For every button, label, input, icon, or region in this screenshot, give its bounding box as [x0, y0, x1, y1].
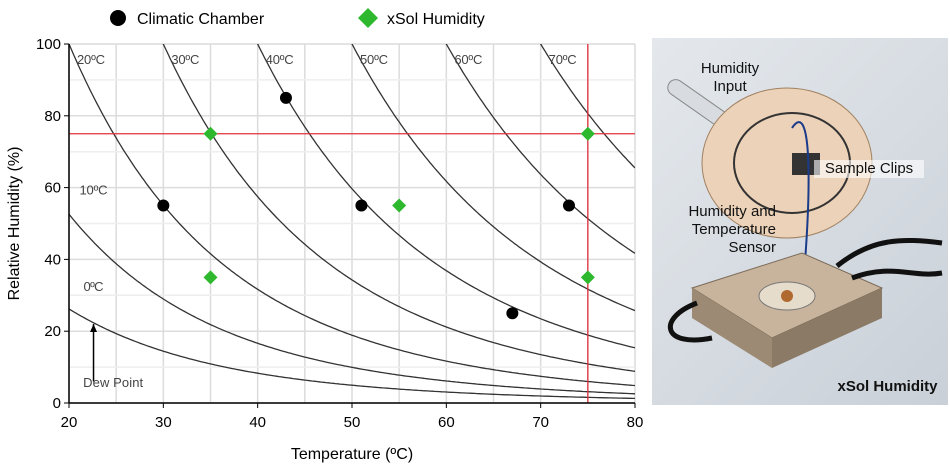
y-tick-label: 20	[44, 323, 61, 340]
dew-point-curve	[351, 44, 635, 312]
dew-point-curve	[69, 213, 635, 395]
dew-point-arrowhead	[90, 324, 98, 333]
climatic-chamber-point	[157, 199, 170, 212]
x-axis-label: Temperature (ºC)	[291, 446, 413, 463]
x-tick-label: 60	[438, 414, 455, 431]
dew-point-label: 40ºC	[266, 52, 294, 67]
x-tick-label: 70	[532, 414, 549, 431]
label-sensor: Humidity and Temperature Sensor	[688, 203, 776, 256]
legend-label: Climatic Chamber	[137, 11, 265, 28]
device-drawing	[667, 79, 943, 368]
dew-point-curve	[69, 308, 635, 400]
xsol-humidity-point	[580, 126, 595, 141]
legend-marker-xsol-humidity	[358, 8, 378, 28]
y-tick-label: 60	[44, 180, 61, 197]
legend-label: xSol Humidity	[387, 11, 485, 28]
xsol-humidity-point	[203, 270, 218, 285]
y-tick-label: 80	[44, 108, 61, 125]
x-tick-label: 20	[61, 414, 78, 431]
dew-point-curve	[256, 44, 635, 349]
label-xsol-humidity: xSol Humidity	[837, 378, 938, 395]
dew-point-label: 60ºC	[454, 52, 482, 67]
xsol-humidity-point	[203, 126, 218, 141]
x-tick-label: 40	[249, 414, 266, 431]
dew-point-label: 70ºC	[549, 52, 577, 67]
dew-point-label: 10ºC	[80, 182, 108, 197]
y-tick-label: 100	[36, 36, 61, 53]
x-tick-label: 30	[155, 414, 172, 431]
y-tick-label: 40	[44, 251, 61, 268]
label-humidity-input: Humidity Input	[700, 60, 760, 95]
dew-point-label: 0ºC	[84, 279, 104, 294]
xsol-humidity-illustration: Humidity Input Sample Clips Humidity and…	[652, 38, 948, 405]
label-sample-clips: Sample Clips	[814, 160, 924, 178]
y-axis-label: Relative Humidity (%)	[6, 147, 23, 301]
x-tick-label: 80	[627, 414, 644, 431]
y-tick-label: 0	[53, 395, 61, 412]
xsol-humidity-point	[392, 198, 407, 213]
dew-point-label: 30ºC	[171, 52, 199, 67]
x-tick-label: 50	[344, 414, 361, 431]
dew-point-curve	[445, 44, 635, 254]
legend-marker-climatic-chamber	[110, 10, 126, 26]
xsol-humidity-point	[580, 270, 595, 285]
dew-point-chart: 0ºC 10ºC 20ºC 30ºC 40ºC 50ºC 60ºC 70ºC 20 30 40 50 6…	[6, 8, 644, 463]
climatic-chamber-point	[279, 91, 292, 104]
dew-point-label: 50ºC	[360, 52, 388, 67]
climatic-chamber-point	[506, 307, 519, 320]
dew-point-label: 20ºC	[77, 52, 105, 67]
dew-point-curve	[162, 44, 635, 372]
climatic-chamber-point	[355, 199, 368, 212]
climatic-chamber-point	[562, 199, 575, 212]
dew-point-annotation: Dew Point	[83, 375, 143, 390]
